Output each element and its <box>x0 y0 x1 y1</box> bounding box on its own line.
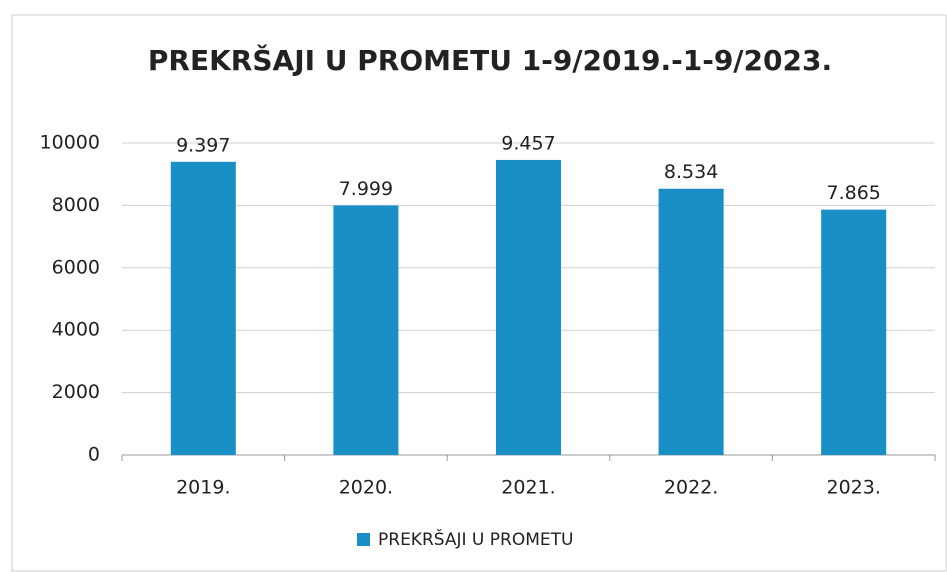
y-tick-label: 6000 <box>52 256 100 278</box>
data-label: 9.457 <box>501 132 555 154</box>
legend-swatch <box>357 533 370 546</box>
bar <box>821 209 887 455</box>
bar <box>170 161 236 455</box>
y-tick-label: 2000 <box>52 381 100 403</box>
x-tick-label: 2022. <box>664 477 718 499</box>
data-label: 8.534 <box>664 161 718 183</box>
data-label: 7.865 <box>826 182 880 204</box>
legend-label: PREKRŠAJI U PROMETU <box>378 528 573 550</box>
data-label: 7.999 <box>339 178 393 200</box>
y-tick-label: 0 <box>88 444 100 466</box>
bar <box>495 159 562 456</box>
x-tick-label: 2021. <box>501 477 555 499</box>
chart-title: PREKRŠAJI U PROMETU 1-9/2019.-1-9/2023. <box>148 43 832 77</box>
x-tick-label: 2019. <box>176 477 230 499</box>
chart-frame <box>11 14 947 572</box>
bar <box>333 205 399 455</box>
y-tick-label: 8000 <box>52 194 100 216</box>
bar <box>658 188 724 455</box>
x-tick-label: 2020. <box>339 477 393 499</box>
data-label: 9.397 <box>176 134 230 156</box>
y-tick-label: 4000 <box>52 319 100 341</box>
y-tick-label: 10000 <box>40 132 100 154</box>
x-tick-label: 2023. <box>826 477 880 499</box>
